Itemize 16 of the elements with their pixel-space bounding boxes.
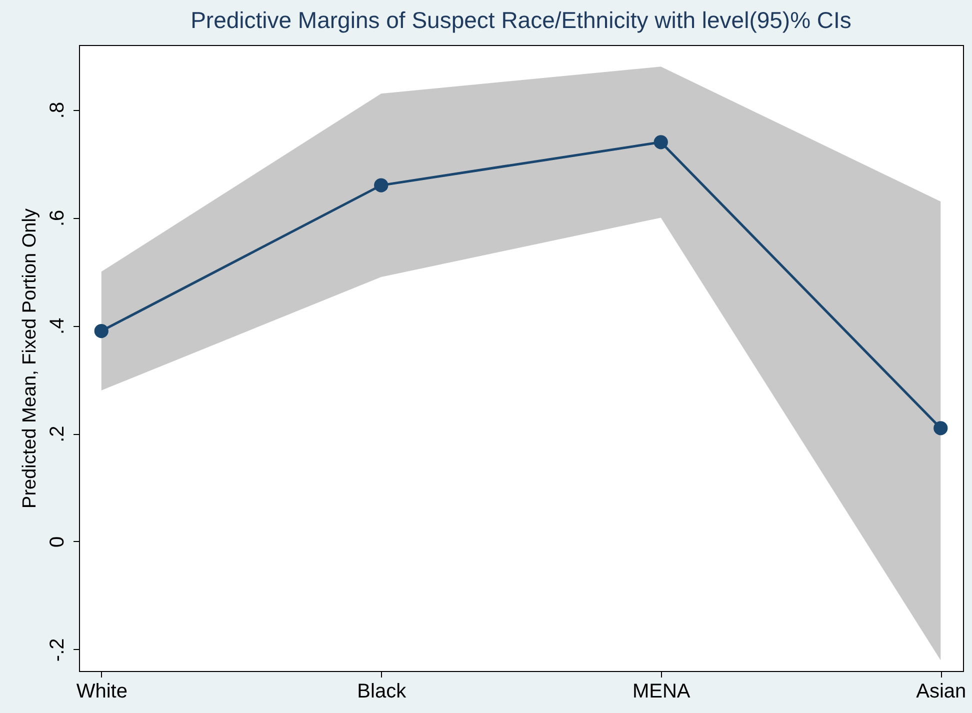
y-axis-title: Predicted Mean, Fixed Portion Only <box>20 208 40 508</box>
point <box>94 324 108 338</box>
y-tick-label: .6 <box>46 210 68 227</box>
y-tick-label: 0 <box>46 536 68 548</box>
point <box>934 421 948 436</box>
chart-title: Predictive Margins of Suspect Race/Ethnicity with level(95)% CIs <box>190 7 852 33</box>
x-tick-label: Black <box>357 680 408 702</box>
y-tick-label: .8 <box>46 102 68 119</box>
point <box>654 135 668 150</box>
y-tick-label: .4 <box>46 318 68 334</box>
x-tick-label: Asian <box>916 680 966 702</box>
point <box>374 178 388 192</box>
y-tick-label: -.2 <box>46 638 68 662</box>
y-tick-label: .2 <box>46 426 68 442</box>
x-tick-label: White <box>76 680 128 702</box>
x-tick-label: MENA <box>632 680 691 702</box>
